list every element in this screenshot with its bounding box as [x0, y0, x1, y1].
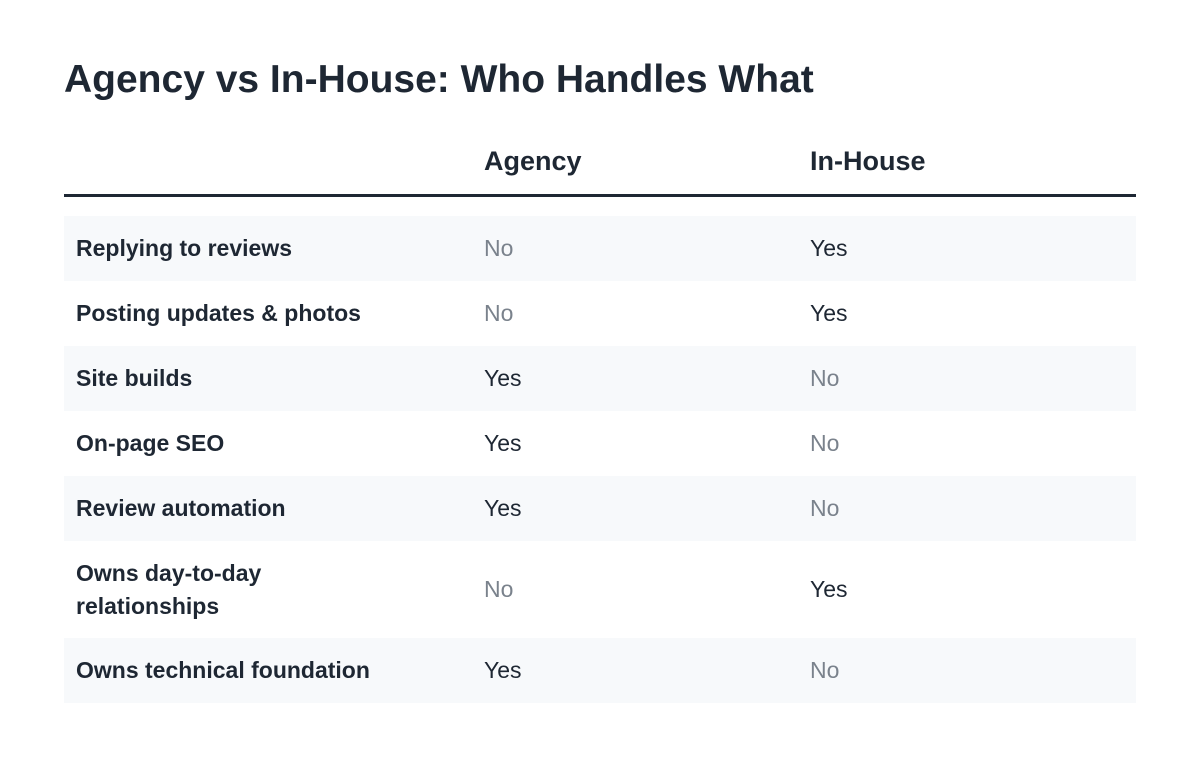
task-label: Posting updates & photos	[76, 300, 361, 326]
comparison-table: Agency In-House Replying to reviews No Y…	[64, 130, 1136, 703]
inhouse-value: No	[810, 430, 840, 456]
inhouse-value: No	[810, 365, 840, 391]
agency-value: No	[484, 576, 514, 602]
table-row: Owns technical foundation Yes No	[64, 638, 1136, 703]
inhouse-value: No	[810, 657, 840, 683]
agency-value: Yes	[484, 365, 522, 391]
table-row: Review automation Yes No	[64, 476, 1136, 541]
task-label: On-page SEO	[76, 430, 225, 456]
inhouse-value: No	[810, 495, 840, 521]
column-header-agency: Agency	[484, 146, 582, 176]
task-label: Site builds	[76, 365, 193, 391]
column-header-inhouse: In-House	[810, 146, 926, 176]
table-row: Replying to reviews No Yes	[64, 216, 1136, 281]
agency-value: No	[484, 300, 514, 326]
agency-value: Yes	[484, 495, 522, 521]
table-row: Site builds Yes No	[64, 346, 1136, 411]
inhouse-value: Yes	[810, 235, 848, 261]
task-label: Owns day-to-day relationships	[76, 559, 262, 619]
table-body: Replying to reviews No Yes Posting updat…	[64, 216, 1136, 703]
agency-value: Yes	[484, 657, 522, 683]
table-row: Owns day-to-day relationships No Yes	[64, 541, 1136, 638]
page-title: Agency vs In-House: Who Handles What	[64, 58, 814, 101]
table-row: On-page SEO Yes No	[64, 411, 1136, 476]
table-header: Agency In-House	[64, 130, 1136, 197]
inhouse-value: Yes	[810, 576, 848, 602]
task-label: Review automation	[76, 495, 286, 521]
agency-value: Yes	[484, 430, 522, 456]
task-label: Owns technical foundation	[76, 657, 370, 683]
inhouse-value: Yes	[810, 300, 848, 326]
table-row: Posting updates & photos No Yes	[64, 281, 1136, 346]
agency-value: No	[484, 235, 514, 261]
task-label: Replying to reviews	[76, 235, 293, 261]
